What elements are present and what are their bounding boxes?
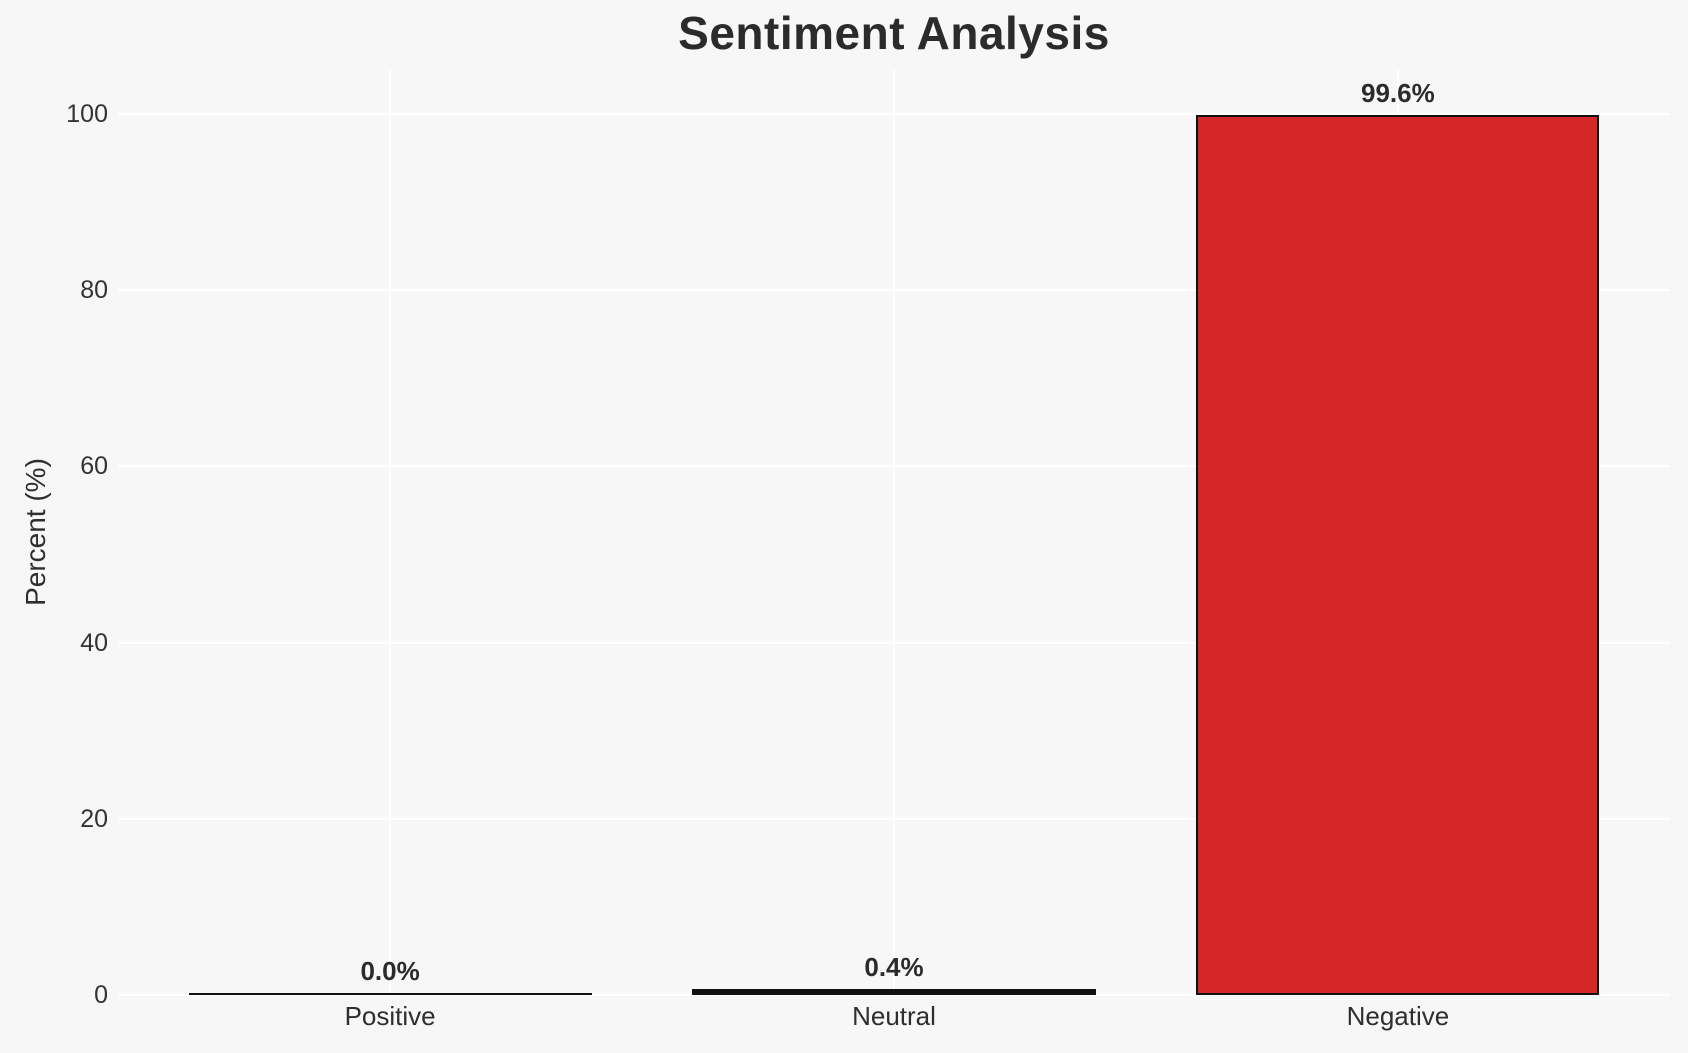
y-tick-label: 20 [80,804,108,833]
y-tick-label: 80 [80,276,108,305]
x-category-label: Negative [1346,1001,1450,1031]
y-tick-label: 100 [66,100,108,129]
y-tick-label: 0 [94,981,108,1009]
bar-neutral [692,988,1096,995]
x-category-label: Positive [344,1001,436,1031]
bar-negative [1196,115,1600,995]
bar-positive [188,992,592,995]
y-tick-label: 60 [80,452,108,481]
chart-title: Sentiment Analysis [678,7,1110,59]
y-tick-label: 40 [80,628,108,657]
x-category-label: Neutral [852,1001,936,1031]
y-axis-label: Percent (%) [20,458,51,606]
y-gridline [118,994,1670,996]
bar-value-label: 99.6% [1361,78,1435,109]
bar-value-label: 0.4% [864,951,924,982]
x-gridline [389,70,392,995]
x-gridline [893,70,895,995]
bar-value-label: 0.0% [360,955,420,986]
